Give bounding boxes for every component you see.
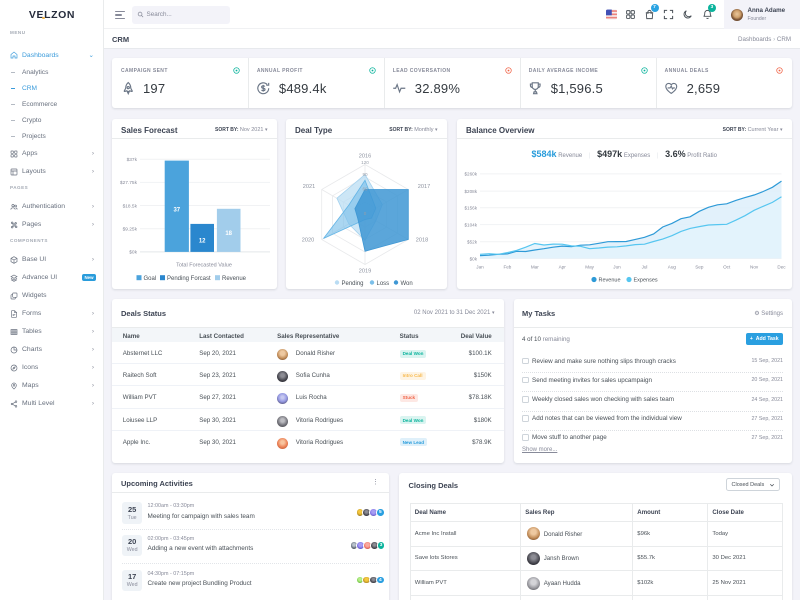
svg-text:Loss: Loss (377, 281, 390, 287)
svg-text:$9.25k: $9.25k (123, 227, 138, 233)
svg-text:2018: 2018 (416, 238, 428, 244)
svg-text:Total Forecasted Value: Total Forecasted Value (176, 263, 232, 269)
svg-text:Expenses: Expenses (634, 278, 658, 284)
svg-text:$37k: $37k (127, 157, 138, 163)
svg-text:2016: 2016 (359, 154, 371, 160)
svg-text:Pending: Pending (342, 281, 364, 287)
svg-text:12: 12 (199, 239, 206, 245)
svg-text:$27.75k: $27.75k (120, 180, 138, 186)
svg-text:120: 120 (361, 160, 369, 165)
svg-text:Sep: Sep (695, 265, 704, 270)
svg-text:Won: Won (401, 281, 413, 287)
svg-text:$104k: $104k (464, 222, 477, 227)
svg-text:Aug: Aug (668, 265, 677, 270)
svg-text:$156k: $156k (464, 206, 477, 211)
svg-text:2017: 2017 (418, 184, 430, 190)
svg-text:Jan: Jan (476, 265, 484, 270)
svg-text:Pending Forcast: Pending Forcast (167, 276, 211, 282)
svg-text:2020: 2020 (302, 238, 314, 244)
svg-text:37: 37 (173, 208, 180, 214)
svg-text:Goal: Goal (144, 276, 157, 282)
svg-text:Jul: Jul (642, 265, 648, 270)
svg-text:$0k: $0k (129, 250, 137, 256)
svg-text:0: 0 (364, 211, 367, 216)
svg-text:18: 18 (225, 231, 232, 237)
svg-text:May: May (585, 265, 594, 270)
svg-text:Dec: Dec (777, 265, 786, 270)
svg-text:90: 90 (362, 172, 368, 177)
svg-text:Revenue: Revenue (599, 278, 621, 284)
svg-text:Jun: Jun (613, 265, 621, 270)
svg-text:$52k: $52k (467, 240, 478, 245)
svg-text:Feb: Feb (503, 265, 511, 270)
svg-text:Nov: Nov (750, 265, 759, 270)
svg-text:$0k: $0k (470, 256, 478, 261)
svg-text:Mar: Mar (531, 265, 539, 270)
svg-text:Oct: Oct (723, 265, 731, 270)
svg-text:Apr: Apr (559, 265, 567, 270)
svg-text:60: 60 (362, 187, 368, 192)
svg-text:2021: 2021 (303, 184, 315, 190)
svg-text:$260k: $260k (464, 172, 477, 177)
svg-text:Revenue: Revenue (222, 276, 247, 282)
svg-text:2019: 2019 (359, 269, 371, 275)
svg-text:$208k: $208k (464, 189, 477, 194)
svg-text:$18.5k: $18.5k (123, 203, 138, 209)
